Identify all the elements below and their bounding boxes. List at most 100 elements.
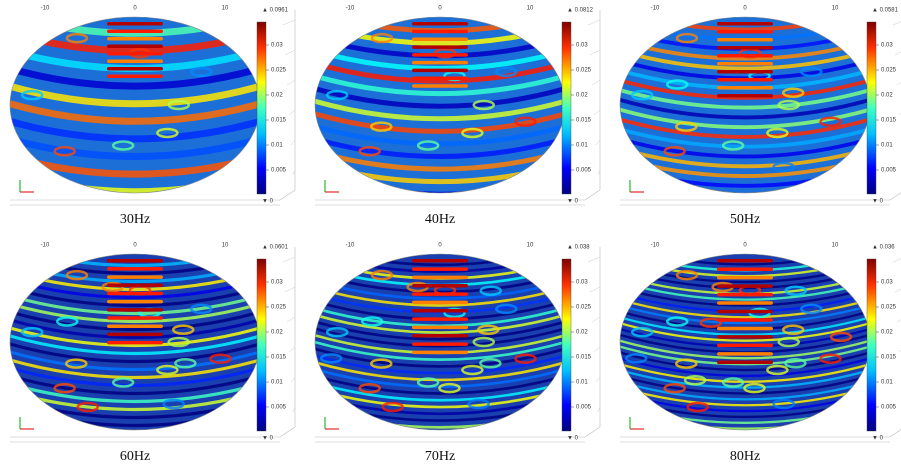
caption: 30Hz: [120, 212, 150, 227]
hot-band: [412, 292, 468, 296]
frame-grid: [285, 287, 295, 292]
axis-label: -10: [41, 6, 50, 12]
hot-band: [412, 84, 468, 88]
colorbar-tick-label: 0.015: [881, 355, 897, 361]
frame-grid: [594, 347, 600, 352]
colorbar: [562, 22, 571, 194]
figure: -10 0 10 ▲ 0.0961 ▼ 0 0.03 0.025 0.02 0.015 0.01 0…: [0, 0, 901, 472]
colorbar-max: ▲ 0.038: [567, 245, 590, 251]
colorbar-min: ▼ 0: [262, 436, 274, 442]
hot-band: [107, 60, 163, 64]
hot-band: [107, 316, 163, 320]
colorbar-tick-label: 0.025: [576, 68, 592, 74]
colorbar-tick-label: 0.01: [271, 143, 283, 149]
colorbar-tick-label: 0.005: [576, 405, 592, 411]
hot-band: [717, 352, 773, 356]
field: [305, 0, 585, 200]
colorbar-tick-label: 0.01: [881, 143, 893, 149]
field: [610, 0, 890, 200]
hot-band: [717, 327, 773, 331]
panel: -10010▲ 0.038▼ 00.030.0250.020.0150.010.…: [305, 237, 600, 464]
colorbar-tick-label: 0.015: [576, 118, 592, 124]
hot-band: [412, 45, 468, 49]
colorbar-tick-label: 0.02: [881, 330, 893, 336]
hot-band: [107, 333, 163, 337]
axis-label: 10: [222, 6, 229, 12]
axis-frame: [890, 190, 901, 200]
hot-band: [412, 259, 468, 263]
hot-band: [717, 70, 773, 74]
colorbar-max: ▲ 0.0581: [872, 8, 899, 14]
frame-grid: [283, 257, 295, 262]
hot-band: [107, 292, 163, 296]
hot-band: [412, 69, 468, 73]
hot-band: [107, 22, 163, 26]
colorbar-tick-label: 0.015: [271, 355, 287, 361]
colorbar-tick-label: 0.03: [576, 43, 588, 49]
hot-band: [412, 326, 468, 330]
axis-label: 0: [438, 6, 442, 12]
axis-label: 0: [743, 243, 747, 249]
frame-grid: [897, 317, 901, 322]
colorbar-tick-label: 0.02: [881, 93, 893, 99]
hot-band: [717, 310, 773, 314]
colorbar-tick-label: 0.025: [881, 305, 897, 311]
hot-band: [717, 86, 773, 90]
colorbar-tick-label: 0.025: [271, 68, 287, 74]
axis-label: -10: [651, 6, 660, 12]
colorbar-tick-label: 0.01: [271, 380, 283, 386]
colorbar-tick-label: 0.005: [271, 405, 287, 411]
colorbar-tick-label: 0.005: [881, 405, 897, 411]
axis-frame: [585, 427, 600, 437]
frame-grid: [588, 257, 600, 262]
colorbar-max: ▲ 0.0812: [567, 8, 594, 14]
colorbar-tick-label: 0.02: [576, 330, 588, 336]
hot-band: [107, 37, 163, 41]
colorbar-tick-label: 0.025: [271, 305, 287, 311]
axis-frame: [280, 427, 295, 437]
hot-band: [717, 344, 773, 348]
frame-grid: [596, 377, 600, 382]
colorbar-tick-label: 0.01: [881, 380, 893, 386]
hot-band: [412, 61, 468, 64]
colorbar-tick-label: 0.005: [271, 168, 287, 174]
frame-grid: [283, 20, 295, 25]
hot-band: [717, 276, 773, 280]
hot-band: [717, 267, 773, 271]
hot-band: [717, 361, 773, 365]
field: [610, 237, 890, 437]
colorbar-tick-label: 0.03: [271, 280, 283, 286]
colorbar-tick-label: 0.025: [576, 305, 592, 311]
hot-band: [412, 22, 468, 26]
hot-band: [107, 267, 163, 271]
hot-band: [412, 267, 468, 271]
colorbar-tick-label: 0.015: [881, 118, 897, 124]
colorbar: [257, 22, 266, 194]
colorbar-tick-label: 0.03: [576, 280, 588, 286]
axis-label: 0: [133, 243, 137, 249]
axis-label: 10: [527, 6, 534, 12]
hot-band: [717, 54, 773, 58]
hot-band: [107, 300, 163, 304]
axis-label: 10: [222, 243, 229, 249]
colorbar-tick-label: 0.02: [271, 93, 283, 99]
hot-band: [412, 351, 468, 355]
frame-grid: [289, 110, 295, 115]
colorbar-max: ▲ 0.0961: [262, 8, 289, 14]
hot-band: [107, 75, 163, 79]
frame-grid: [287, 317, 295, 322]
colorbar-tick-label: 0.01: [576, 143, 588, 149]
axis-frame: [280, 190, 295, 200]
frame-grid: [291, 140, 295, 145]
colorbar: [867, 259, 876, 431]
caption: 50Hz: [730, 212, 760, 227]
hot-band: [717, 62, 773, 66]
colorbar-tick-label: 0.01: [576, 380, 588, 386]
colorbar-tick-label: 0.02: [271, 330, 283, 336]
field: [0, 237, 280, 437]
colorbar-max: ▲ 0.0601: [262, 245, 289, 251]
hot-band: [412, 53, 468, 57]
frame-grid: [289, 347, 295, 352]
axis-label: 0: [438, 243, 442, 249]
